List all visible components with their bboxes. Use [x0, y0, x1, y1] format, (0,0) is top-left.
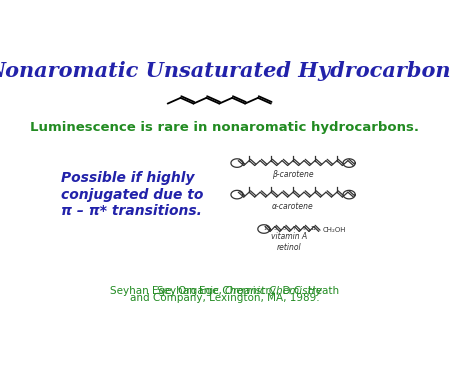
Text: 5: 5	[283, 226, 286, 231]
Text: α-carotene: α-carotene	[272, 201, 314, 211]
Text: 9: 9	[302, 226, 306, 231]
Text: 3: 3	[273, 226, 276, 231]
Text: 7: 7	[293, 226, 296, 231]
Text: Nonaromatic Unsaturated Hydrocarbons: Nonaromatic Unsaturated Hydrocarbons	[0, 61, 450, 81]
Text: and Company, Lexington, MA, 1989.: and Company, Lexington, MA, 1989.	[130, 293, 320, 303]
Text: Possible if highly
conjugated due to
π – π* transitions.: Possible if highly conjugated due to π –…	[61, 171, 203, 218]
Text: Organic Chemistry: Organic Chemistry	[225, 286, 322, 296]
Text: Luminescence is rare in nonaromatic hydrocarbons.: Luminescence is rare in nonaromatic hydr…	[31, 121, 419, 134]
Text: CH₂OH: CH₂OH	[322, 227, 346, 233]
Text: 11: 11	[311, 226, 317, 231]
Text: vitamin A
retinol: vitamin A retinol	[271, 232, 308, 252]
Text: Seyhan Ege, ⁠Organic Chemistry, D.C. Heath: Seyhan Ege, ⁠Organic Chemistry, D.C. Hea…	[110, 286, 340, 296]
Text: Seyhan Ege,: Seyhan Ege,	[157, 286, 225, 296]
Text: β-carotene: β-carotene	[272, 170, 314, 179]
Text: 1: 1	[264, 226, 267, 231]
